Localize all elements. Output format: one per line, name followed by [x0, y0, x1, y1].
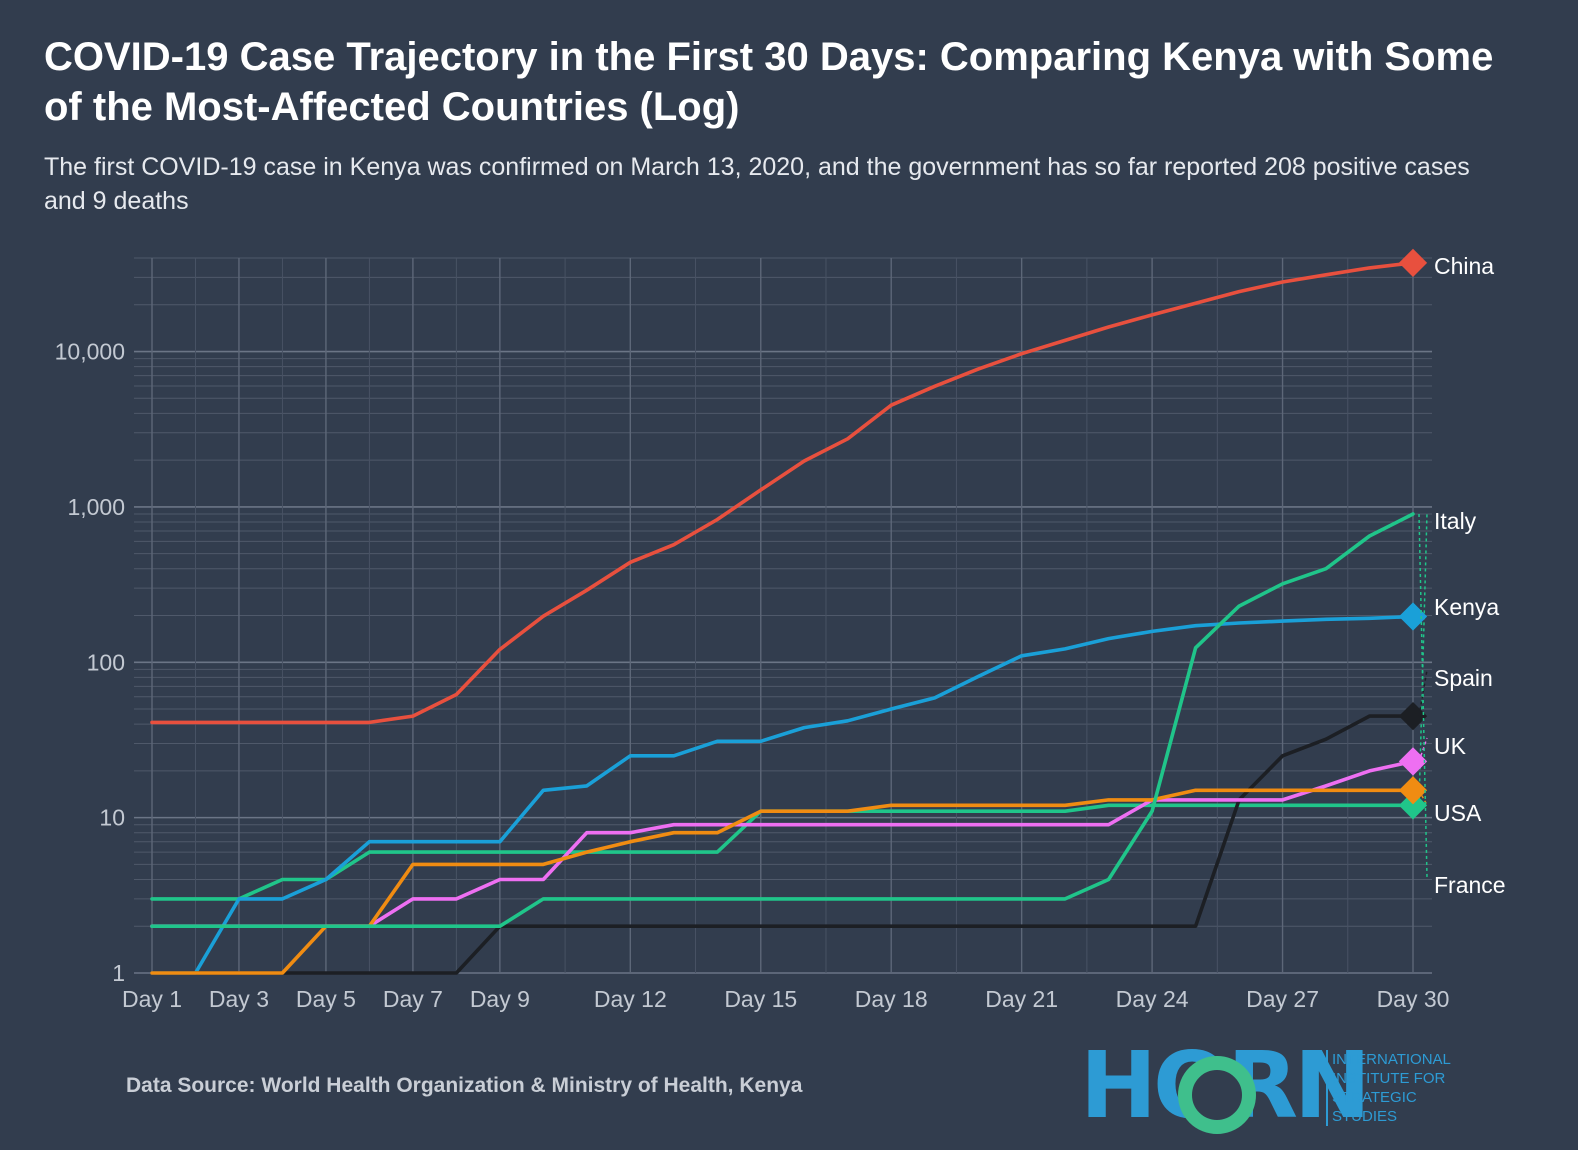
x-tick-label: Day 18: [855, 986, 928, 1012]
series-label-italy: Italy: [1434, 508, 1477, 534]
chart-end-markers: [1398, 248, 1428, 878]
chart-axes: 1 10 100 1,000 10,000 Day 1 Day 3 Day 5 Day 7 Day…: [55, 339, 1450, 1012]
x-tick-label: Day 27: [1246, 986, 1319, 1012]
y-tick-label: 10: [99, 805, 125, 831]
logo-line: STUDIES: [1332, 1108, 1398, 1125]
x-tick-label: Day 7: [383, 986, 443, 1012]
x-tick-label: Day 3: [209, 986, 269, 1012]
series-label-usa: USA: [1434, 800, 1482, 826]
logo-line: INTERNATIONAL: [1332, 1051, 1451, 1068]
x-tick-label: Day 15: [724, 986, 797, 1012]
series-label-kenya: Kenya: [1434, 594, 1499, 620]
x-tick-label: Day 9: [470, 986, 530, 1012]
x-tick-label: Day 30: [1377, 986, 1450, 1012]
chart-series-lines: [150, 261, 1415, 975]
y-tick-label: 100: [87, 649, 125, 675]
page-title: COVID-19 Case Trajectory in the First 30…: [44, 35, 1494, 129]
series-line-china: [150, 261, 1415, 725]
data-source-note: Data Source: World Health Organization &…: [126, 1074, 803, 1097]
logo-ring-icon: [1178, 1056, 1256, 1134]
series-line-kenya: [150, 614, 1415, 975]
line-chart: 1 10 100 1,000 10,000 Day 1 Day 3 Day 5 Day 7 Day…: [55, 248, 1506, 1012]
logo-line: STRATEGIC: [1332, 1089, 1417, 1106]
label-leader-spain: [1418, 669, 1428, 717]
end-marker-uk: [1398, 747, 1428, 776]
y-tick-label: 1,000: [67, 494, 125, 520]
x-tick-label: Day 5: [296, 986, 356, 1012]
y-tick-label: 1: [112, 960, 125, 986]
end-marker-italy: [1398, 791, 1428, 820]
logo-institute-text: INTERNATIONAL INSTITUTE FOR STRATEGIC ST…: [1326, 1050, 1472, 1126]
label-leader-france: [1418, 513, 1428, 878]
logo-line: INSTITUTE FOR: [1332, 1070, 1446, 1087]
series-label-france: France: [1434, 872, 1506, 898]
series-label-uk: UK: [1434, 733, 1467, 759]
x-tick-label: Day 12: [594, 986, 667, 1012]
series-line-france: [150, 512, 1415, 929]
chart-grid: [134, 257, 1432, 974]
y-tick-label: 10,000: [55, 339, 125, 365]
chart-series-labels: China Italy Kenya Spain UK USA France: [1434, 253, 1506, 898]
x-tick-label: Day 1: [122, 986, 182, 1012]
end-marker-china: [1398, 248, 1428, 278]
series-label-china: China: [1434, 253, 1494, 279]
end-marker-kenya: [1398, 602, 1428, 631]
horn-logo[interactable]: HORN INTERNATIONAL INSTITUTE FOR STRATEG…: [1080, 1040, 1472, 1134]
page-subtitle: The first COVID-19 case in Kenya was con…: [44, 153, 1470, 215]
end-marker-usa: [1398, 776, 1428, 805]
series-line-spain: [150, 714, 1415, 975]
label-leader-uk: [1418, 737, 1428, 762]
x-tick-label: Day 24: [1116, 986, 1189, 1012]
series-label-spain: Spain: [1434, 665, 1493, 691]
x-tick-label: Day 21: [985, 986, 1058, 1012]
